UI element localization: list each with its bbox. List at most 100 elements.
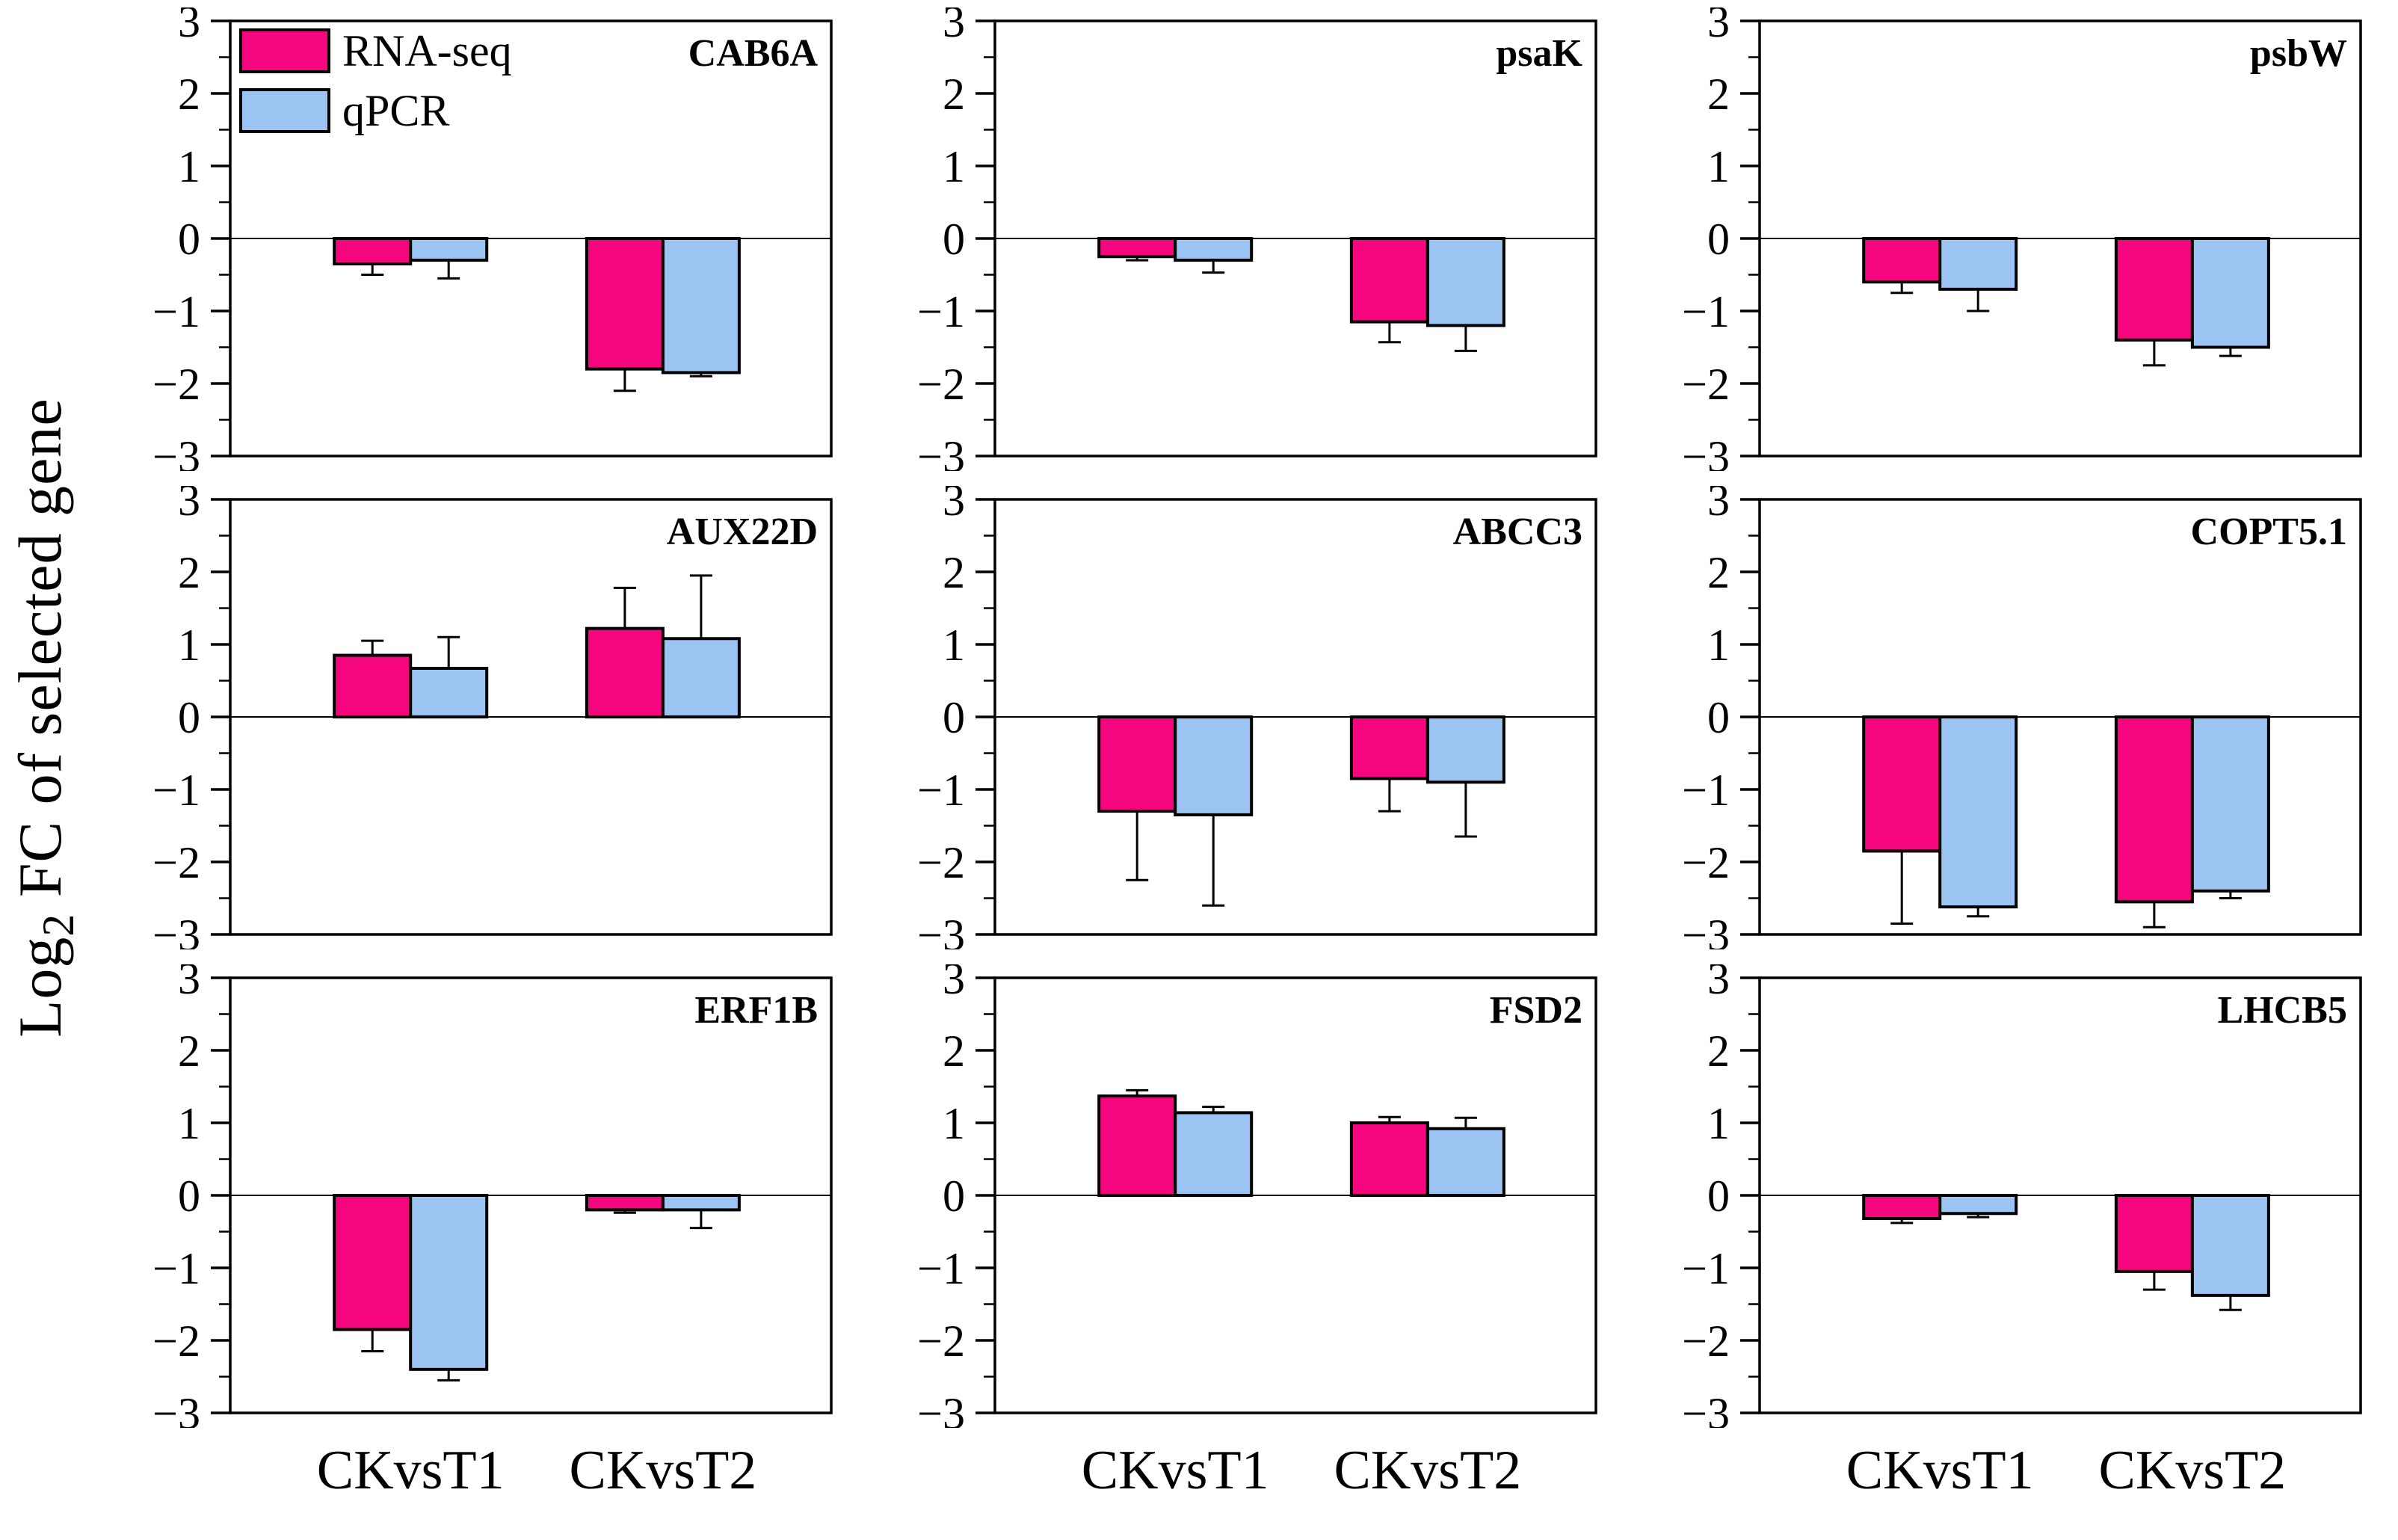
x-category-label-CKvsT2: CKvsT2 [569,1440,757,1501]
bar-RNA-seq-CKvsT2 [1349,715,1429,780]
y-tick-label: 2 [178,1026,200,1076]
y-tick-label: 0 [1707,215,1730,264]
y-tick-label: 1 [178,620,200,670]
gene-label: AUX22D [667,511,818,553]
legend-swatch-RNA-seq [239,28,330,73]
bar-RNA-seq-CKvsT1 [1862,1194,1942,1221]
bar-qPCR-CKvsT2 [1425,1127,1505,1197]
gene-panel-FSD2: −3 −2 −1 0 1 2 3 FSD2 [917,964,1597,1428]
y-tick-label: −3 [152,911,200,949]
y-tick-label: −2 [917,1316,965,1366]
bar-qPCR-CKvsT2 [2190,1194,2270,1297]
y-tick-label: −2 [1682,838,1730,887]
y-tick-label: −3 [917,1389,965,1428]
y-tick-label: 1 [943,1099,965,1148]
gene-panel-ERF1B: −3 −2 −1 0 1 2 3 ERF1B [152,964,833,1428]
y-tick-label: −3 [917,911,965,949]
gene-panel-psaK: −3 −2 −1 0 1 2 3 psaK [917,7,1597,471]
legend-swatch-qPCR [239,88,330,133]
y-tick-label: 3 [178,964,200,1003]
y-tick-label: −1 [1682,766,1730,815]
y-tick-label: −2 [152,360,200,409]
gene-label: ABCC3 [1453,511,1582,553]
y-tick-label: −1 [152,766,200,815]
legend-label-RNA-seq: RNA-seq [342,26,512,76]
legend-label-qPCR: qPCR [342,86,449,135]
y-axis-title-subscript: 2 [34,913,84,937]
y-tick-label: 3 [943,7,965,46]
y-tick-label: 0 [178,215,200,264]
y-tick-label: −3 [917,432,965,471]
y-tick-label: 1 [1707,1099,1730,1148]
bar-RNA-seq-CKvsT2 [2114,237,2194,342]
bar-qPCR-CKvsT1 [1938,715,2018,909]
gene-label: COPT5.1 [2191,511,2347,553]
y-tick-label: −3 [152,1389,200,1428]
y-tick-label: −2 [1682,360,1730,409]
bar-RNA-seq-CKvsT2 [2114,1194,2194,1273]
bar-RNA-seq-CKvsT1 [1862,715,1942,853]
y-tick-label: 0 [1707,1171,1730,1221]
y-tick-label: −2 [917,838,965,887]
y-tick-label: −2 [152,1316,200,1366]
x-category-label-CKvsT1: CKvsT1 [1846,1440,2034,1501]
bar-RNA-seq-CKvsT2 [585,1194,665,1212]
y-axis-title-prefix: Log [5,936,74,1038]
y-tick-label: 1 [943,620,965,670]
bar-qPCR-CKvsT2 [1425,715,1505,784]
bar-qPCR-CKvsT1 [409,237,489,262]
gene-label: LHCB5 [2218,989,2347,1032]
y-tick-label: 2 [178,70,200,119]
y-tick-label: −1 [1682,1244,1730,1293]
bar-qPCR-CKvsT2 [661,637,741,719]
gene-panel-CAB6A: −3 −2 −1 0 1 2 3 CAB6A RNA-seq qPCR [152,7,833,471]
y-tick-label: 3 [943,486,965,525]
bar-RNA-seq-CKvsT2 [1349,237,1429,324]
y-tick-label: −3 [152,432,200,471]
bar-RNA-seq-CKvsT1 [1097,237,1177,259]
y-tick-label: 3 [1707,486,1730,525]
y-tick-label: 1 [178,1099,200,1148]
y-tick-label: 0 [1707,693,1730,742]
bar-RNA-seq-CKvsT2 [2114,715,2194,904]
y-tick-label: −1 [1682,287,1730,336]
y-axis-title-suffix: FC of selected gene [5,398,74,914]
y-tick-label: −2 [152,838,200,887]
y-tick-label: 2 [943,548,965,597]
y-tick-label: −3 [1682,1389,1730,1428]
bar-qPCR-CKvsT1 [1174,237,1254,262]
y-tick-label: 2 [1707,1026,1730,1076]
y-tick-label: −2 [1682,1316,1730,1366]
bar-qPCR-CKvsT2 [1425,237,1505,327]
bar-qPCR-CKvsT2 [661,237,741,375]
y-tick-label: −1 [917,1244,965,1293]
y-tick-label: −2 [917,360,965,409]
bar-RNA-seq-CKvsT1 [333,1194,413,1331]
y-axis-title: Log2 FC of selected gene [5,398,84,1038]
gene-panel-psbW: −3 −2 −1 0 1 2 3 psbW [1682,7,2362,471]
gene-label: psbW [2250,32,2347,75]
gene-label: ERF1B [694,989,818,1032]
bar-RNA-seq-CKvsT2 [585,626,665,718]
y-tick-label: 0 [943,693,965,742]
bar-qPCR-CKvsT1 [1938,237,2018,291]
y-tick-label: 0 [943,215,965,264]
gene-label: CAB6A [688,32,819,75]
bar-RNA-seq-CKvsT1 [1097,1094,1177,1197]
y-tick-label: 3 [178,486,200,525]
bar-RNA-seq-CKvsT1 [1097,715,1177,813]
y-tick-label: −1 [917,287,965,336]
bar-RNA-seq-CKvsT2 [1349,1121,1429,1197]
gene-panel-COPT5.1: −3 −2 −1 0 1 2 3 COPT5.1 [1682,486,2362,949]
bar-RNA-seq-CKvsT1 [1862,237,1942,284]
y-tick-label: −1 [152,287,200,336]
bar-qPCR-CKvsT2 [661,1194,741,1212]
y-tick-label: 0 [943,1171,965,1221]
y-tick-label: 3 [943,964,965,1003]
x-category-label-CKvsT2: CKvsT2 [2098,1440,2287,1501]
y-tick-label: 3 [1707,964,1730,1003]
gene-panel-ABCC3: −3 −2 −1 0 1 2 3 ABCC3 [917,486,1597,949]
y-tick-label: −1 [152,1244,200,1293]
gene-panel-AUX22D: −3 −2 −1 0 1 2 3 AUX22D [152,486,833,949]
y-tick-label: 1 [1707,142,1730,191]
